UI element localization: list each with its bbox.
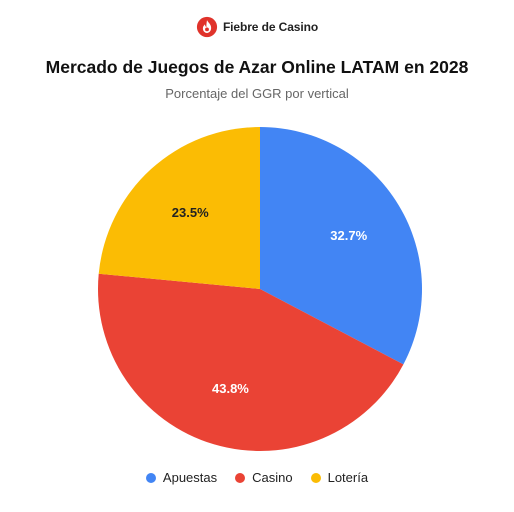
- legend-label-loteria: Lotería: [327, 470, 369, 485]
- brand-name: Fiebre de Casino: [222, 20, 319, 34]
- slice-label-apuestas: 32.7%: [330, 228, 367, 243]
- pie-slice-apuestas: [260, 127, 423, 365]
- chart-subtitle: Porcentaje del GGR por vertical: [165, 86, 349, 101]
- legend-item-casino: Casino: [235, 470, 293, 485]
- slice-label-loteria: 23.5%: [172, 205, 209, 220]
- legend-swatch-casino: [235, 472, 246, 483]
- pie-slice-loteria: [98, 127, 260, 289]
- chart-title: Mercado de Juegos de Azar Online LATAM e…: [45, 57, 469, 77]
- legend-item-apuestas: Apuestas: [145, 470, 218, 485]
- chart-legend: Apuestas Casino Lotería: [0, 470, 514, 485]
- brand-header: Fiebre de Casino: [0, 16, 514, 38]
- legend-swatch-loteria: [310, 472, 321, 483]
- pie-slice-casino: [98, 273, 404, 451]
- flame-logo-icon: [196, 16, 218, 38]
- legend-label-apuestas: Apuestas: [162, 470, 218, 485]
- slice-label-casino: 43.8%: [212, 381, 249, 396]
- legend-item-loteria: Lotería: [310, 470, 369, 485]
- legend-swatch-apuestas: [145, 472, 156, 483]
- legend-label-casino: Casino: [252, 470, 293, 485]
